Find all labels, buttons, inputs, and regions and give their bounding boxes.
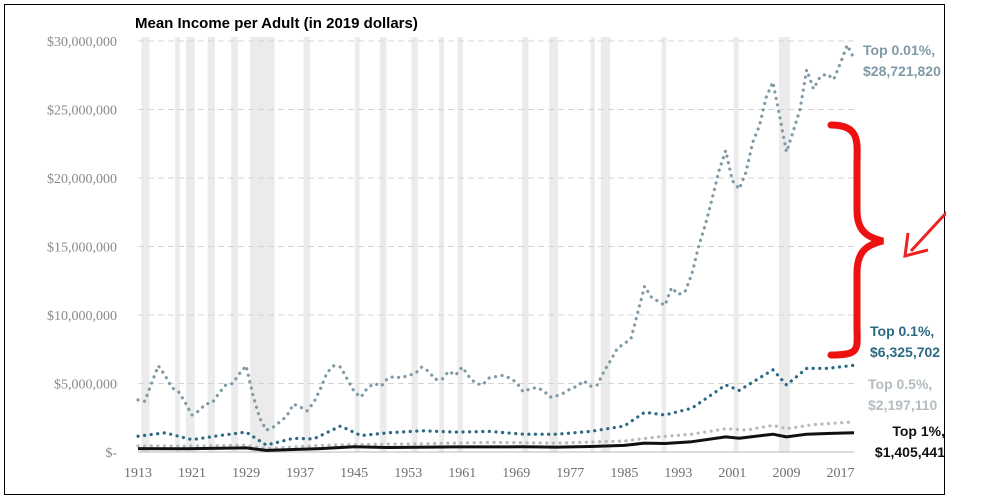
recession-band <box>549 37 559 452</box>
curly-brace-icon <box>827 121 884 359</box>
recession-band <box>457 37 463 452</box>
x-tick-label: 1945 <box>340 466 368 481</box>
recession-band <box>779 37 790 452</box>
y-axis-ticks: $- $5,000,000 $10,000,000 $15,000,000 $20,00… <box>47 35 117 461</box>
recession-band <box>185 37 195 452</box>
series-end-labels: Top 0.01%, $28,721,820 Top 0.1%, $6,325,702… <box>863 42 945 460</box>
x-axis-ticks: 1913 1921 1929 1937 1945 1953 1961 1969 1977 1985… <box>124 466 854 481</box>
series-label: Top 1%, <box>892 423 945 439</box>
series-line <box>136 41 856 433</box>
x-tick-label: 1913 <box>124 466 152 481</box>
series-label: Top 0.01%, <box>863 42 935 58</box>
recession-band <box>175 37 180 452</box>
recession-band <box>733 37 739 452</box>
x-tick-label: 1993 <box>664 466 692 481</box>
x-tick-label: 2009 <box>772 466 800 481</box>
recession-band <box>379 37 387 452</box>
recession-band <box>439 37 444 452</box>
x-tick-label: 1929 <box>232 466 260 481</box>
recession-band <box>141 37 150 452</box>
series-line <box>136 363 856 447</box>
series-label: Top 0.1%, <box>870 323 934 339</box>
x-tick-label: 1937 <box>286 466 314 481</box>
recession-band <box>522 37 529 452</box>
chart-title: Mean Income per Adult (in 2019 dollars) <box>135 15 418 32</box>
series-value: $2,197,110 <box>868 397 938 413</box>
y-tick-label: $- <box>105 446 117 461</box>
recession-band <box>600 37 611 452</box>
series-value: $6,325,702 <box>870 344 940 360</box>
x-tick-label: 1977 <box>556 466 584 481</box>
recession-band <box>207 37 216 452</box>
series-lines <box>136 41 856 452</box>
x-tick-label: 1961 <box>448 466 476 481</box>
x-tick-label: 1921 <box>178 466 206 481</box>
y-tick-label: $25,000,000 <box>47 104 117 119</box>
recession-band <box>411 37 418 452</box>
y-tick-label: $15,000,000 <box>47 241 117 256</box>
x-tick-label: 1953 <box>394 466 422 481</box>
x-tick-label: 2001 <box>718 466 746 481</box>
grid-lines <box>138 40 854 453</box>
recession-band <box>231 37 238 452</box>
recession-band <box>661 37 667 452</box>
recession-band <box>250 37 275 452</box>
recession-bands <box>141 37 790 452</box>
series-value: $28,721,820 <box>863 63 941 79</box>
y-tick-label: $20,000,000 <box>47 172 117 187</box>
y-tick-label: $10,000,000 <box>47 309 117 324</box>
y-tick-label: $30,000,000 <box>47 35 117 50</box>
recession-band <box>303 37 311 452</box>
series-line <box>137 431 855 452</box>
x-tick-label: 2017 <box>826 466 854 481</box>
series-line <box>136 420 856 451</box>
x-tick-label: 1969 <box>502 466 530 481</box>
income-line-chart: $- $5,000,000 $10,000,000 $15,000,000 $20,00… <box>47 15 946 481</box>
y-tick-label: $5,000,000 <box>54 378 117 393</box>
chart-frame: $- $5,000,000 $10,000,000 $15,000,000 $20,00… <box>4 4 946 495</box>
recession-band <box>590 37 595 452</box>
arrow-icon <box>903 210 946 259</box>
x-tick-label: 1985 <box>610 466 638 481</box>
recession-band <box>354 37 360 452</box>
series-value: $1,405,441 <box>875 444 945 460</box>
series-label: Top 0.5%, <box>868 376 932 392</box>
